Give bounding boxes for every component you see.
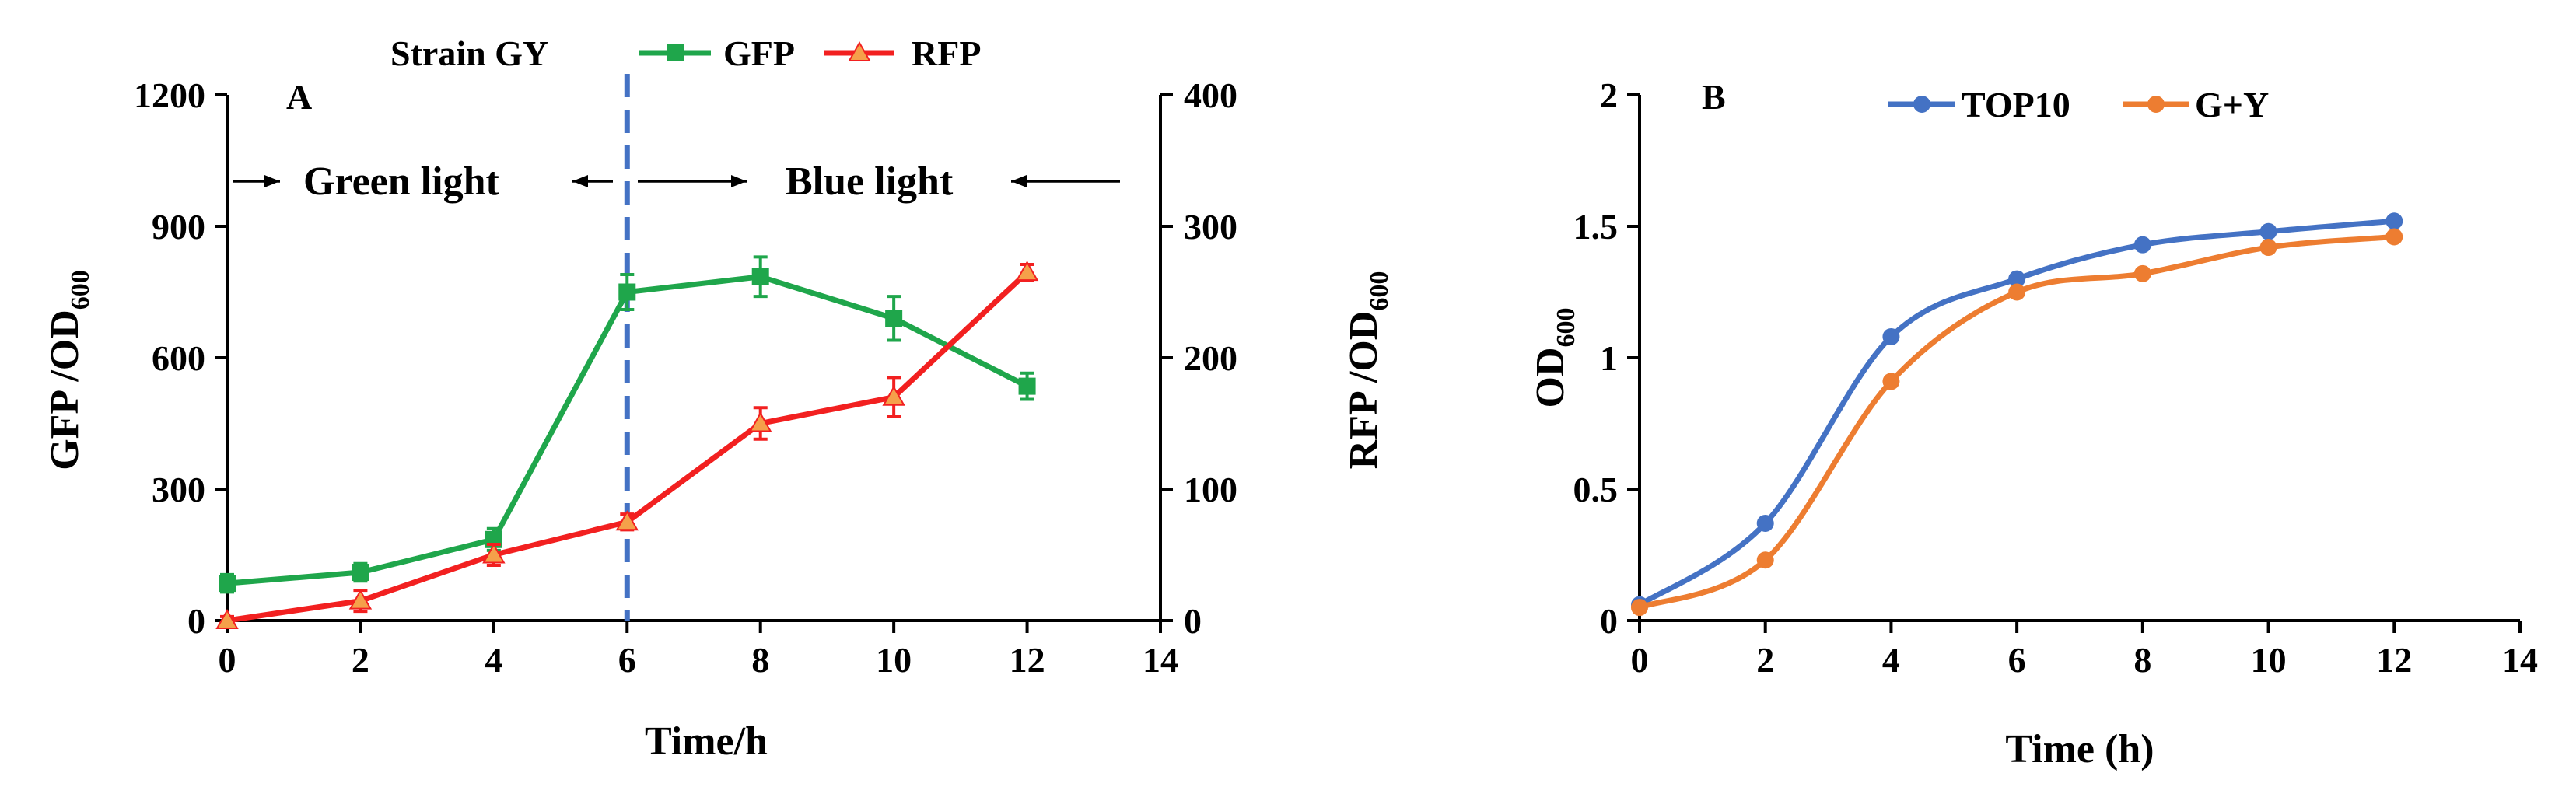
x-axis-label-b: Time (h) — [2005, 727, 2154, 771]
data-point-gy — [1756, 551, 1774, 569]
y-tick-label-b: 1.5 — [1573, 207, 1619, 247]
y2-tick-label-a: 100 — [1184, 470, 1237, 509]
data-point-gy — [2259, 239, 2277, 257]
series-line-gfp — [226, 274, 1029, 586]
legend-marker-rfp — [848, 40, 871, 61]
data-point-top10 — [2259, 222, 2277, 240]
arrow-blue-light-right-head — [1011, 175, 1027, 187]
x-axis-label-a: Time/h — [645, 719, 768, 764]
data-point-gfp — [219, 575, 236, 593]
y-tick-label-b: 1 — [1600, 338, 1618, 378]
data-point-top10 — [2133, 236, 2151, 254]
legend-marker-gfp — [667, 44, 684, 61]
data-point-top10 — [1756, 514, 1774, 532]
panel-label-a: A — [286, 77, 312, 117]
y2-tick-label-a: 300 — [1184, 207, 1237, 247]
x-tick-label-a: 10 — [876, 640, 912, 680]
y-tick-label-a: 0 — [187, 601, 205, 641]
data-point-gy — [2008, 283, 2026, 301]
chart-panel-b: B TOP10 G+Y Time (h) OD600 0 2 4 6 8 10 12 1400… — [1528, 75, 2538, 771]
y-tick-label-b: 0 — [1600, 601, 1618, 641]
y-tick-label-a: 1200 — [134, 75, 205, 115]
legend-label-top10: TOP10 — [1962, 85, 2070, 124]
data-point-top10 — [2008, 270, 2026, 288]
x-tick-label-a: 12 — [1010, 640, 1045, 680]
y-tick-label-a: 900 — [152, 207, 205, 247]
arrow-blue-light-left-head — [731, 175, 747, 187]
arrow-green-light-left-head — [264, 175, 280, 187]
x-tick-label-b: 12 — [2376, 640, 2412, 680]
x-tick-label-a: 0 — [219, 640, 236, 680]
y-tick-label-a: 300 — [152, 470, 205, 509]
y-tick-label-b: 2 — [1600, 75, 1618, 115]
x-tick-label-b: 4 — [1882, 640, 1900, 680]
x-tick-label-b: 8 — [2133, 640, 2151, 680]
legend-marker-top10 — [1913, 96, 1930, 113]
chart-panel-a: A Strain GY GFP RFP Green light Blue lig… — [43, 33, 1394, 764]
x-tick-label-a: 8 — [751, 640, 769, 680]
annotation-blue-light: Blue light — [786, 159, 954, 204]
data-point-rfp — [348, 589, 373, 610]
data-point-gy — [1882, 373, 1900, 390]
data-point-gfp — [618, 283, 636, 301]
x-tick-label-b: 2 — [1756, 640, 1774, 680]
data-point-rfp — [215, 608, 239, 629]
legend-label-rfp: RFP — [912, 33, 981, 73]
legend-label-gy: G+Y — [2195, 85, 2269, 124]
x-tick-label-b: 0 — [1631, 640, 1649, 680]
x-tick-label-b: 14 — [2502, 640, 2538, 680]
data-point-gfp — [352, 564, 369, 582]
x-tick-label-a: 6 — [618, 640, 636, 680]
data-point-top10 — [2385, 212, 2403, 230]
data-point-rfp — [615, 510, 639, 531]
data-point-top10 — [1882, 327, 1900, 345]
y2-axis-label-a: RFP /OD600 — [1342, 271, 1394, 470]
data-point-rfp — [482, 543, 506, 564]
data-point-gy — [2133, 264, 2151, 282]
panel-label-b: B — [1702, 77, 1726, 117]
annotation-green-light: Green light — [303, 159, 499, 204]
x-tick-label-a: 2 — [352, 640, 369, 680]
y2-tick-label-a: 0 — [1184, 601, 1202, 641]
data-point-gy — [1631, 599, 1648, 617]
data-point-rfp — [882, 385, 905, 406]
x-tick-label-b: 6 — [2008, 640, 2026, 680]
data-point-gfp — [1018, 377, 1036, 395]
data-point-rfp — [749, 411, 772, 432]
y-axis-label-a: GFP /OD600 — [43, 270, 95, 470]
y-axis-label-b: OD600 — [1528, 308, 1580, 408]
legend-label-gfp: GFP — [723, 33, 795, 73]
y2-tick-label-a: 200 — [1184, 338, 1237, 378]
y2-tick-label-a: 400 — [1184, 75, 1237, 115]
x-tick-label-a: 4 — [485, 640, 502, 680]
y-tick-label-a: 600 — [152, 338, 205, 378]
x-tick-label-a: 14 — [1143, 640, 1178, 680]
y-tick-label-b: 0.5 — [1573, 470, 1619, 509]
arrow-green-light-right-head — [572, 175, 588, 187]
data-point-rfp — [1015, 261, 1039, 282]
data-point-gfp — [885, 310, 903, 327]
legend-marker-gy — [2147, 96, 2165, 113]
data-point-gy — [2385, 228, 2403, 246]
x-tick-label-b: 10 — [2251, 640, 2287, 680]
chart-title: Strain GY — [390, 33, 548, 73]
data-point-gfp — [751, 268, 769, 285]
